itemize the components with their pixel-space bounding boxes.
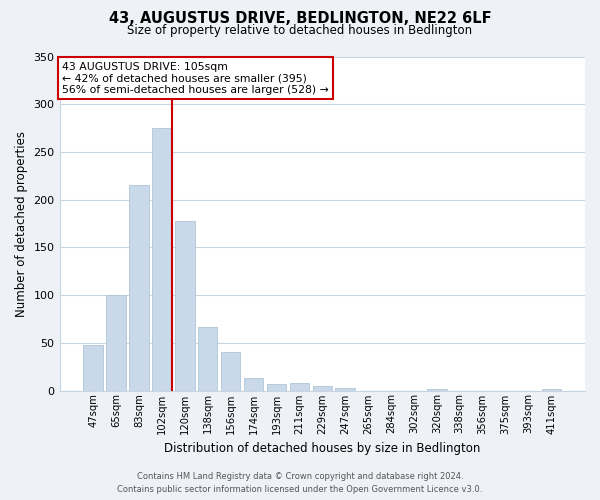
Bar	[313, 386, 332, 390]
Bar	[83, 344, 103, 391]
Bar	[335, 388, 355, 390]
Bar	[290, 383, 309, 390]
Text: Contains HM Land Registry data © Crown copyright and database right 2024.
Contai: Contains HM Land Registry data © Crown c…	[118, 472, 482, 494]
Bar	[221, 352, 241, 391]
Bar	[267, 384, 286, 390]
Text: 43, AUGUSTUS DRIVE, BEDLINGTON, NE22 6LF: 43, AUGUSTUS DRIVE, BEDLINGTON, NE22 6LF	[109, 11, 491, 26]
Bar	[106, 295, 126, 390]
Text: 43 AUGUSTUS DRIVE: 105sqm
← 42% of detached houses are smaller (395)
56% of semi: 43 AUGUSTUS DRIVE: 105sqm ← 42% of detac…	[62, 62, 329, 94]
Y-axis label: Number of detached properties: Number of detached properties	[15, 130, 28, 316]
Bar	[542, 388, 561, 390]
Bar	[427, 388, 446, 390]
Bar	[129, 186, 149, 390]
Bar	[198, 326, 217, 390]
Text: Size of property relative to detached houses in Bedlington: Size of property relative to detached ho…	[127, 24, 473, 37]
Bar	[244, 378, 263, 390]
Bar	[152, 128, 172, 390]
X-axis label: Distribution of detached houses by size in Bedlington: Distribution of detached houses by size …	[164, 442, 481, 455]
Bar	[175, 220, 194, 390]
